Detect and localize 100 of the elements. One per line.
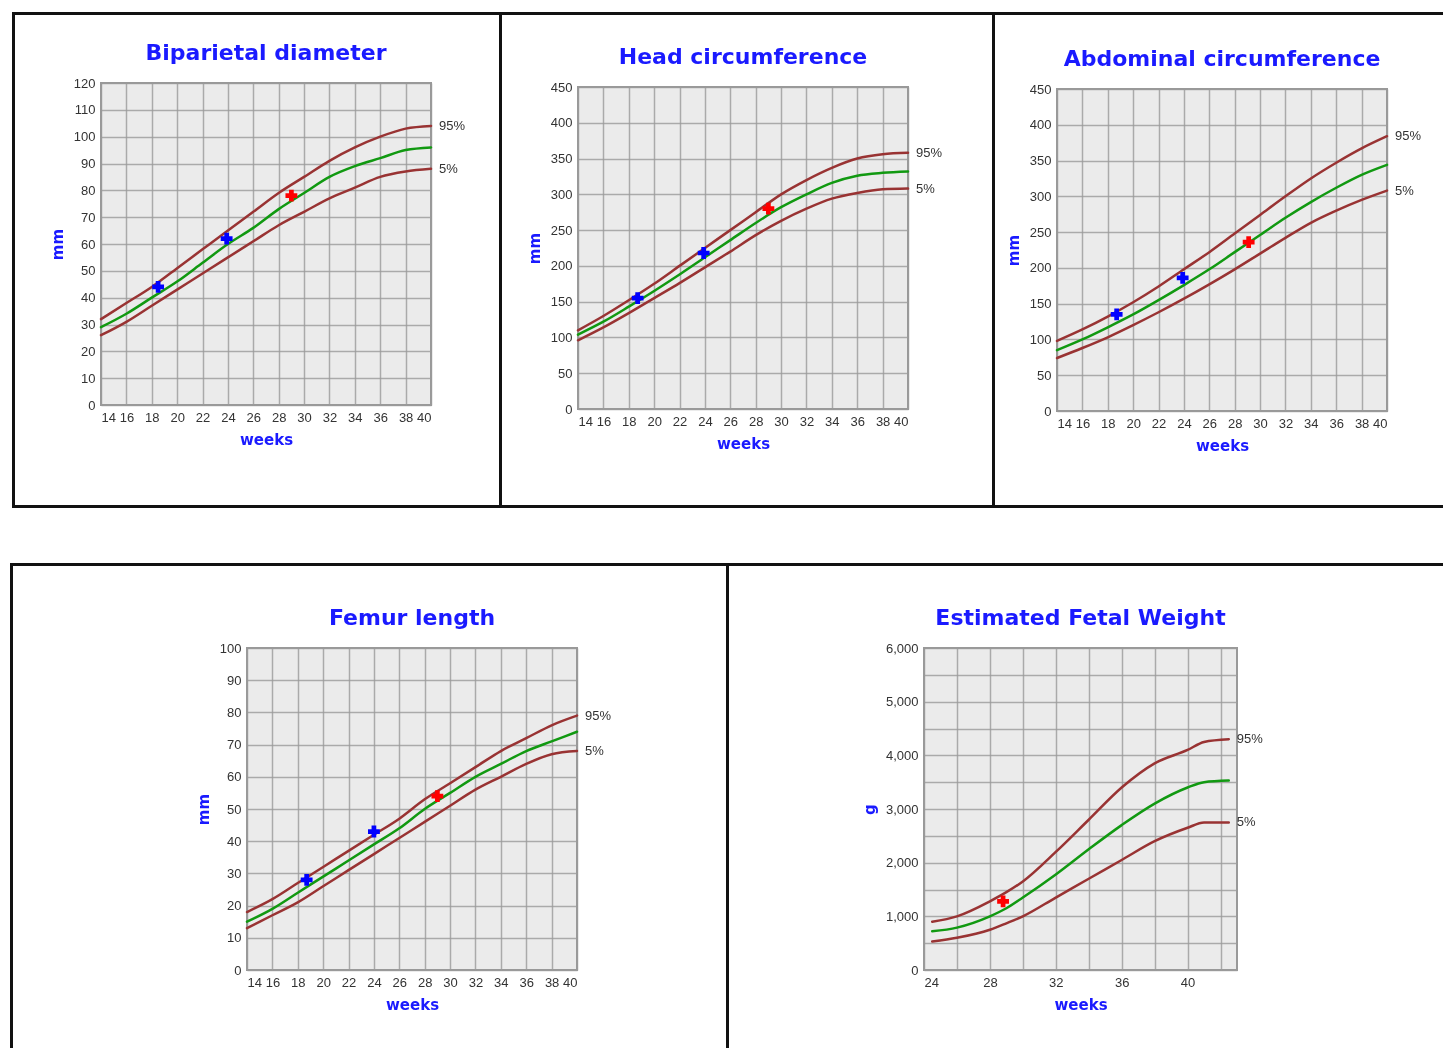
x-tick-label: 28 <box>271 409 287 425</box>
x-tick-label: 30 <box>297 409 312 425</box>
y-tick-label: 2,000 <box>885 855 919 871</box>
y-tick-label: 0 <box>565 401 573 417</box>
y-tick-label: 70 <box>227 737 242 753</box>
y-tick-label: 400 <box>550 115 573 131</box>
y-tick-label: 90 <box>81 156 96 171</box>
y-tick-label: 4,000 <box>885 747 919 763</box>
x-tick-label: 14 <box>578 413 593 429</box>
x-tick-label: 38 <box>544 974 560 990</box>
y-tick-label: 10 <box>81 370 96 386</box>
chart-title: Femur length <box>328 605 496 630</box>
x-tick-label: 14 <box>247 974 262 990</box>
series-label: 95% <box>585 707 612 723</box>
x-tick-label: 32 <box>1049 974 1064 990</box>
y-tick-label: 5,000 <box>885 694 919 710</box>
line-series <box>1055 134 1389 343</box>
y-tick-label: 300 <box>1029 188 1052 204</box>
x-tick-label: 28 <box>417 974 433 990</box>
series-label: 5% <box>916 180 936 196</box>
point <box>300 873 313 886</box>
y-tick-label: 0 <box>88 397 96 413</box>
point <box>285 189 298 202</box>
point <box>631 292 644 304</box>
x-tick-label: 26 <box>1202 415 1218 431</box>
y-tick-label: 40 <box>81 290 96 306</box>
chart-title: Head circumference <box>618 44 868 69</box>
x-axis-title: weeks <box>385 995 440 1014</box>
y-tick-label: 80 <box>81 182 96 198</box>
x-tick-label: 32 <box>322 409 338 425</box>
x-tick-label: 30 <box>1253 415 1268 431</box>
y-tick-label: 90 <box>227 672 242 688</box>
y-tick-label: 50 <box>558 365 573 381</box>
x-tick-label: 34 <box>825 413 840 429</box>
x-tick-label: 24 <box>698 413 713 429</box>
x-tick-label: 36 <box>1329 415 1344 431</box>
y-tick-label: 250 <box>1029 224 1052 240</box>
x-tick-label: 22 <box>341 974 357 990</box>
point <box>697 247 710 259</box>
x-tick-label: 28 <box>1227 415 1243 431</box>
y-axis-title: g <box>860 804 879 815</box>
y-tick-label: 80 <box>227 704 242 720</box>
x-tick-label: 24 <box>221 409 236 425</box>
x-tick-label: 20 <box>170 409 185 425</box>
x-tick-label: 18 <box>622 413 637 429</box>
y-axis-title: mm <box>1004 234 1023 267</box>
x-tick-label: 14 <box>1057 415 1072 431</box>
x-tick-label: 38 <box>398 409 414 425</box>
x-tick-label: 24 <box>1177 415 1192 431</box>
point <box>368 825 380 838</box>
x-tick-label: 18 <box>1101 415 1116 431</box>
x-tick-label: 40 <box>1373 415 1388 431</box>
y-tick-label: 50 <box>227 801 242 817</box>
x-tick-label: 32 <box>468 974 484 990</box>
x-tick-label: 24 <box>924 974 939 990</box>
point <box>1110 308 1123 321</box>
y-tick-label: 100 <box>1029 331 1052 347</box>
chart-title: Estimated Fetal Weight <box>935 605 1227 630</box>
series-label: 5% <box>1395 182 1415 198</box>
point <box>762 202 775 215</box>
x-tick-label: 36 <box>373 409 388 425</box>
y-tick-label: 120 <box>73 75 96 91</box>
x-tick-label: 20 <box>316 974 331 990</box>
x-tick-label: 32 <box>1278 415 1294 431</box>
series-label: 95% <box>1395 128 1422 144</box>
x-tick-label: 28 <box>983 974 998 990</box>
x-tick-label: 18 <box>291 974 306 990</box>
y-tick-label: 300 <box>550 186 573 202</box>
y-tick-label: 6,000 <box>885 640 919 656</box>
x-tick-label: 38 <box>875 413 891 429</box>
series-label: 5% <box>439 160 459 176</box>
x-tick-label: 34 <box>1304 415 1319 431</box>
line-series <box>930 779 1231 933</box>
y-tick-label: 1,000 <box>885 908 919 924</box>
y-tick-label: 200 <box>1029 260 1052 276</box>
chart-title: Biparietal diameter <box>145 40 387 65</box>
y-tick-label: 150 <box>1029 296 1052 312</box>
x-tick-label: 22 <box>672 413 688 429</box>
y-axis-title: mm <box>194 793 213 826</box>
x-tick-label: 38 <box>1354 415 1370 431</box>
series-label: 95% <box>1236 731 1264 747</box>
series-label: 5% <box>1236 814 1256 830</box>
series-label: 95% <box>439 117 466 133</box>
x-tick-label: 24 <box>367 974 382 990</box>
x-tick-label: 16 <box>119 409 135 425</box>
line-series <box>930 737 1231 923</box>
x-tick-label: 26 <box>723 413 739 429</box>
x-tick-label: 26 <box>392 974 408 990</box>
line-series <box>1055 189 1389 360</box>
chart-title: Abdominal circumference <box>1063 46 1381 71</box>
y-tick-label: 200 <box>550 258 573 274</box>
point <box>220 232 233 245</box>
y-tick-label: 50 <box>1037 367 1052 383</box>
x-tick-label: 36 <box>519 974 534 990</box>
x-axis-title: weeks <box>239 430 294 449</box>
y-tick-label: 20 <box>227 898 242 914</box>
x-tick-label: 16 <box>1075 415 1091 431</box>
y-tick-label: 0 <box>911 962 919 978</box>
y-tick-label: 400 <box>1029 117 1052 133</box>
x-axis-title: weeks <box>1195 436 1250 455</box>
